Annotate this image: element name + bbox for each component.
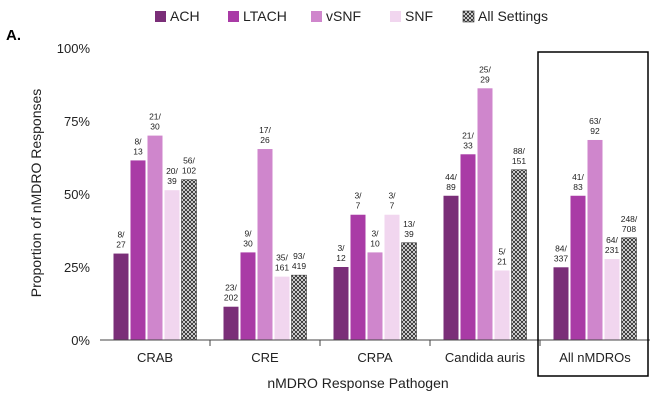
data-label: 3/12 — [336, 243, 346, 263]
data-label: 21/33 — [462, 130, 474, 150]
data-label: 8/13 — [133, 136, 143, 156]
legend-swatch — [228, 11, 239, 22]
y-tick-label: 100% — [57, 41, 91, 56]
x-tick-label: CRPA — [357, 350, 392, 365]
legend-swatch — [311, 11, 322, 22]
bar — [350, 214, 366, 340]
y-ticks: 0% 25% 50% 75% 100% — [57, 41, 91, 348]
legend-swatch — [155, 11, 166, 22]
data-label: 88/151 — [512, 146, 526, 166]
data-label: 44/89 — [445, 172, 457, 192]
data-label: 9/30 — [243, 228, 253, 248]
data-label: 25/29 — [479, 64, 491, 84]
legend-swatch — [390, 11, 401, 22]
data-label: 21/30 — [149, 112, 161, 132]
bar — [147, 135, 163, 340]
bar — [604, 259, 620, 340]
data-label: 3/10 — [370, 228, 380, 248]
data-label: 13/39 — [403, 219, 415, 239]
bar — [257, 149, 273, 340]
y-tick-label: 25% — [64, 260, 90, 275]
x-tick-label: CRE — [251, 350, 279, 365]
legend-swatch — [462, 10, 475, 23]
bar — [240, 252, 256, 340]
data-label: 56/102 — [182, 156, 196, 176]
bar — [570, 195, 586, 340]
panel-label: A. — [6, 27, 21, 44]
bar — [460, 154, 476, 340]
bar — [333, 267, 349, 340]
x-tick-label: Candida auris — [445, 350, 526, 365]
data-label: 23/202 — [224, 283, 238, 303]
bar — [384, 214, 400, 340]
bar — [367, 252, 383, 340]
legend-label: LTACH — [243, 8, 287, 24]
bar — [223, 306, 239, 340]
y-axis-label: Proportion of nMDRO Responses — [28, 89, 44, 298]
bar — [164, 190, 180, 340]
bar — [130, 160, 146, 340]
bar — [113, 253, 129, 340]
legend: ACH LTACH vSNF SNF All Settings — [155, 8, 548, 24]
data-label: 20/39 — [166, 166, 178, 186]
bar — [443, 195, 459, 340]
legend-label: ACH — [170, 8, 200, 24]
bar — [401, 242, 417, 341]
data-label: 35/161 — [275, 253, 289, 273]
bar — [511, 169, 527, 341]
data-label: 8/27 — [116, 230, 126, 250]
x-tick-label: CRAB — [137, 350, 173, 365]
data-label: 248/708 — [621, 214, 638, 234]
data-label: 17/26 — [259, 125, 271, 145]
x-tick-label: All nMDROs — [559, 350, 631, 365]
bar — [621, 237, 637, 341]
data-label: 3/7 — [388, 191, 396, 211]
data-label: 64/231 — [605, 235, 619, 255]
y-tick-label: 50% — [64, 187, 90, 202]
x-axis-label: nMDRO Response Pathogen — [267, 375, 448, 391]
data-label: 3/7 — [354, 191, 362, 211]
data-label: 63/92 — [589, 116, 601, 136]
bars: 8/27 8/13 21/30 20/39 56/102 23/202 9/30 17/26 3… — [113, 64, 638, 341]
y-tick-label: 0% — [71, 333, 90, 348]
bar — [181, 179, 197, 341]
x-ticks: CRAB CRE CRPA Candida auris All nMDROs — [137, 340, 631, 365]
bar — [291, 274, 307, 341]
legend-label: SNF — [405, 8, 433, 24]
bar — [553, 267, 569, 340]
y-tick-label: 75% — [64, 114, 90, 129]
bar — [477, 88, 493, 341]
bar — [587, 139, 603, 340]
data-label: 5/21 — [497, 247, 507, 267]
legend-label: vSNF — [326, 8, 361, 24]
highlight-box — [537, 51, 649, 377]
bar — [494, 270, 510, 340]
bar — [274, 276, 290, 340]
data-label: 41/83 — [572, 172, 584, 192]
data-label: 84/337 — [554, 243, 568, 263]
legend-label: All Settings — [478, 8, 548, 24]
data-label: 93/419 — [292, 251, 306, 271]
